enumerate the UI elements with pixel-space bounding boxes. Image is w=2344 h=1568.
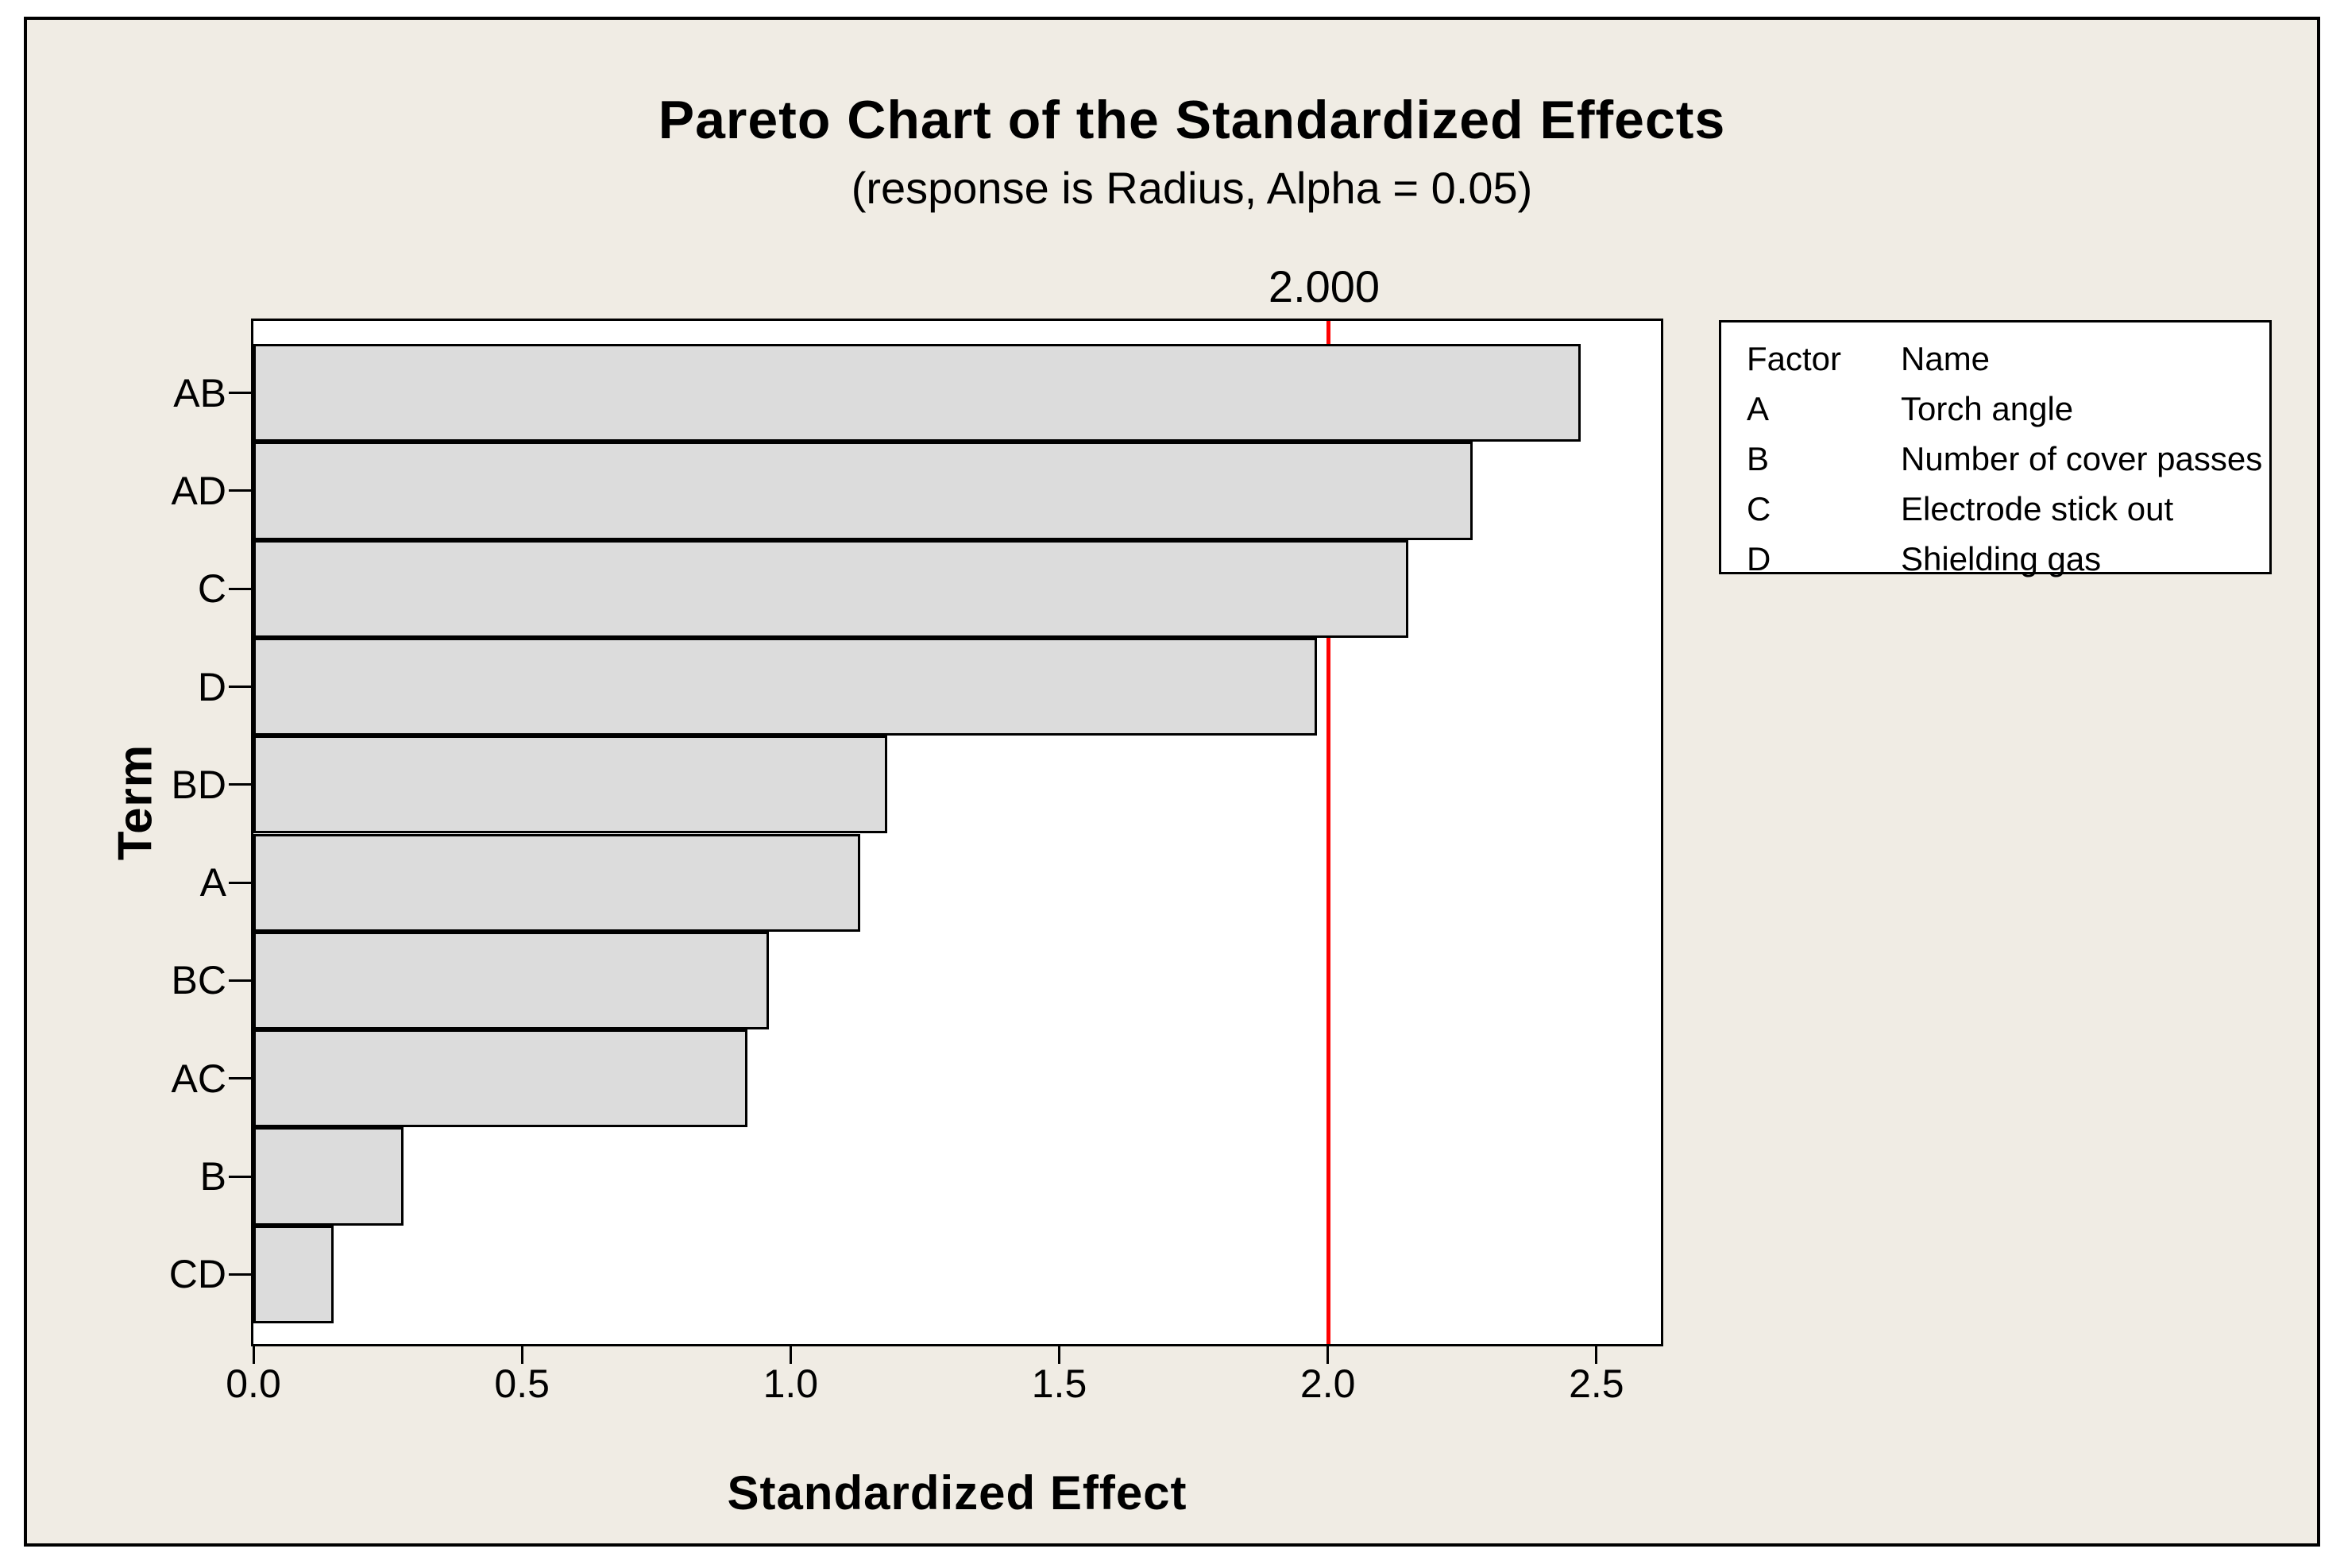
bar-AC <box>253 1029 748 1128</box>
y-tick-AD <box>229 489 251 492</box>
y-tick-label-CD: CD <box>168 1252 226 1297</box>
y-tick-AC <box>229 1077 251 1080</box>
x-tick-2.0 <box>1326 1346 1330 1364</box>
y-tick-label-A: A <box>199 860 226 906</box>
legend-row-B-factor: B <box>1747 440 1770 477</box>
y-tick-BD <box>229 783 251 786</box>
bar-BD <box>253 736 888 834</box>
legend-row-B: B Number of cover passes <box>1721 434 2269 484</box>
y-tick-label-AC: AC <box>171 1056 226 1101</box>
x-axis-title: Standardized Effect <box>727 1466 1187 1520</box>
x-tick-label-0.0: 0.0 <box>226 1361 281 1406</box>
y-tick-C <box>229 587 251 590</box>
legend-row-A-factor: A <box>1747 390 1770 427</box>
legend-row-A-name: Torch angle <box>1901 390 2074 427</box>
y-tick-AB <box>229 392 251 395</box>
bar-A <box>253 833 861 932</box>
y-tick-D <box>229 686 251 689</box>
x-tick-label-2.0: 2.0 <box>1299 1361 1356 1406</box>
y-tick-label-BD: BD <box>171 762 226 807</box>
chart-title: Pareto Chart of the Standardized Effects <box>658 90 1726 150</box>
y-tick-A <box>229 881 251 884</box>
y-tick-label-C: C <box>197 566 226 612</box>
x-tick-label-1.5: 1.5 <box>1031 1361 1087 1406</box>
x-tick-label-0.5: 0.5 <box>494 1361 550 1406</box>
y-axis-title: Term <box>108 743 162 861</box>
legend-row-A: A Torch angle <box>1721 384 2269 434</box>
x-tick-label-1.0: 1.0 <box>763 1361 819 1406</box>
legend-header: Factor Name <box>1721 334 2269 384</box>
legend-row-D: D Shielding gas <box>1721 534 2269 584</box>
legend-row-C-factor: C <box>1747 490 1771 527</box>
bar-D <box>253 637 1318 736</box>
x-tick-0.5 <box>520 1346 523 1364</box>
x-tick-0.0 <box>252 1346 255 1364</box>
y-tick-label-AD: AD <box>171 468 226 513</box>
chart-subtitle: (response is Radius, Alpha = 0.05) <box>851 163 1533 213</box>
legend-row-D-factor: D <box>1747 540 1771 577</box>
legend-row-D-name: Shielding gas <box>1901 540 2102 577</box>
legend-row-B-name: Number of cover passes <box>1901 440 2263 477</box>
legend-header-name: Name <box>1901 340 1991 377</box>
bar-B <box>253 1127 404 1226</box>
y-tick-label-BC: BC <box>171 958 226 1003</box>
bar-CD <box>253 1225 334 1323</box>
reference-line-value-label: 2.000 <box>1268 261 1381 311</box>
bar-BC <box>253 931 770 1030</box>
legend-row-C: C Electrode stick out <box>1721 484 2269 534</box>
legend-row-C-name: Electrode stick out <box>1901 490 2174 527</box>
y-tick-B <box>229 1175 251 1178</box>
x-tick-2.5 <box>1595 1346 1598 1364</box>
plot-area <box>251 319 1663 1346</box>
y-tick-BC <box>229 979 251 982</box>
y-tick-CD <box>229 1273 251 1276</box>
bar-AB <box>253 344 1581 442</box>
y-tick-label-AB: AB <box>173 370 226 415</box>
legend-box: Factor Name A Torch angle B Number of cover p… <box>1719 320 2272 577</box>
bar-AD <box>253 442 1473 540</box>
x-tick-1.5 <box>1058 1346 1060 1364</box>
reference-line <box>1326 321 1330 1344</box>
bar-C <box>253 539 1409 638</box>
y-tick-label-B: B <box>199 1154 226 1199</box>
x-tick-label-2.5: 2.5 <box>1569 1361 1624 1406</box>
legend-header-factor: Factor <box>1747 340 1842 377</box>
y-tick-label-D: D <box>197 664 226 709</box>
x-tick-1.0 <box>789 1346 792 1364</box>
